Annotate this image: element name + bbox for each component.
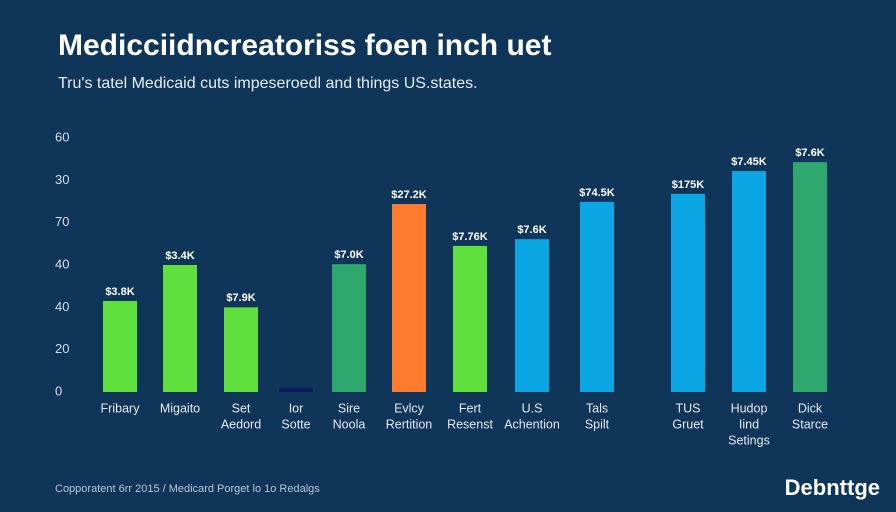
value-label: $3.4K xyxy=(165,250,194,262)
x-tick-label: Fert xyxy=(459,401,482,415)
bar xyxy=(671,193,705,392)
x-tick-label: Spilt xyxy=(585,417,610,431)
x-tick-label: Noola xyxy=(333,417,366,431)
value-label: $7.45K xyxy=(731,156,767,168)
x-tick-label: Rertition xyxy=(386,417,433,431)
x-tick-label: Hudop xyxy=(731,401,768,415)
value-label: $7.6K xyxy=(517,224,546,236)
x-tick-label: Evlcy xyxy=(394,401,425,415)
x-tick-label: Dick xyxy=(798,401,823,415)
y-tick-label: 40 xyxy=(55,256,69,271)
x-tick-label: Fribary xyxy=(101,401,141,415)
chart-title: Medicciidncreatoriss foen inch uet xyxy=(58,29,551,62)
value-label: $74.5K xyxy=(579,187,615,199)
y-tick-label: 0 xyxy=(55,383,62,398)
value-label: $7.76K xyxy=(452,231,488,243)
x-tick-label: Resenst xyxy=(447,417,493,431)
y-tick-label: 20 xyxy=(55,341,69,356)
x-tick-label: TUS xyxy=(676,401,701,415)
value-label: $27.2K xyxy=(391,189,427,201)
y-tick-label: 30 xyxy=(55,172,69,187)
x-tick-label: Gruet xyxy=(672,417,704,431)
y-tick-label: 70 xyxy=(55,214,69,229)
y-tick-label: 40 xyxy=(55,299,69,314)
value-label: $3.8K xyxy=(105,286,134,298)
x-tick-label: Aedord xyxy=(221,417,261,431)
footer: Copporatent 6rr 2015 / Medicard Porget l… xyxy=(55,483,320,495)
x-tick-label: Set xyxy=(232,401,251,415)
bar xyxy=(580,201,614,392)
value-label: $7.0K xyxy=(334,249,363,261)
bar xyxy=(453,245,487,392)
value-label: $175K xyxy=(672,179,704,191)
bar xyxy=(224,307,258,392)
value-label: $7.6K xyxy=(795,147,824,159)
value-label: $7.9K xyxy=(226,292,255,304)
x-tick-label: Iind xyxy=(739,417,759,431)
x-tick-label: Tals xyxy=(586,401,608,415)
x-tick-label: U.S xyxy=(522,401,543,415)
bar xyxy=(392,204,426,392)
x-tick-label: Setings xyxy=(728,433,770,447)
bar xyxy=(163,265,197,392)
logo: Debnttge xyxy=(785,475,880,500)
bar xyxy=(279,387,313,392)
x-tick-label: Starce xyxy=(792,417,828,431)
x-tick-label: Ior xyxy=(289,401,304,415)
chart-subtitle: Tru's tatel Medicaid cuts impeseroedl an… xyxy=(58,75,478,92)
x-tick-label: Sotte xyxy=(281,417,310,431)
bar xyxy=(515,239,549,392)
bar xyxy=(103,300,137,392)
y-tick-label: 60 xyxy=(55,129,69,144)
x-tick-label: Sire xyxy=(338,401,360,415)
x-tick-label: Achention xyxy=(504,417,560,431)
x-tick-label: Migaito xyxy=(160,401,200,415)
bar xyxy=(732,171,766,392)
bar xyxy=(793,162,827,392)
bar xyxy=(332,264,366,392)
